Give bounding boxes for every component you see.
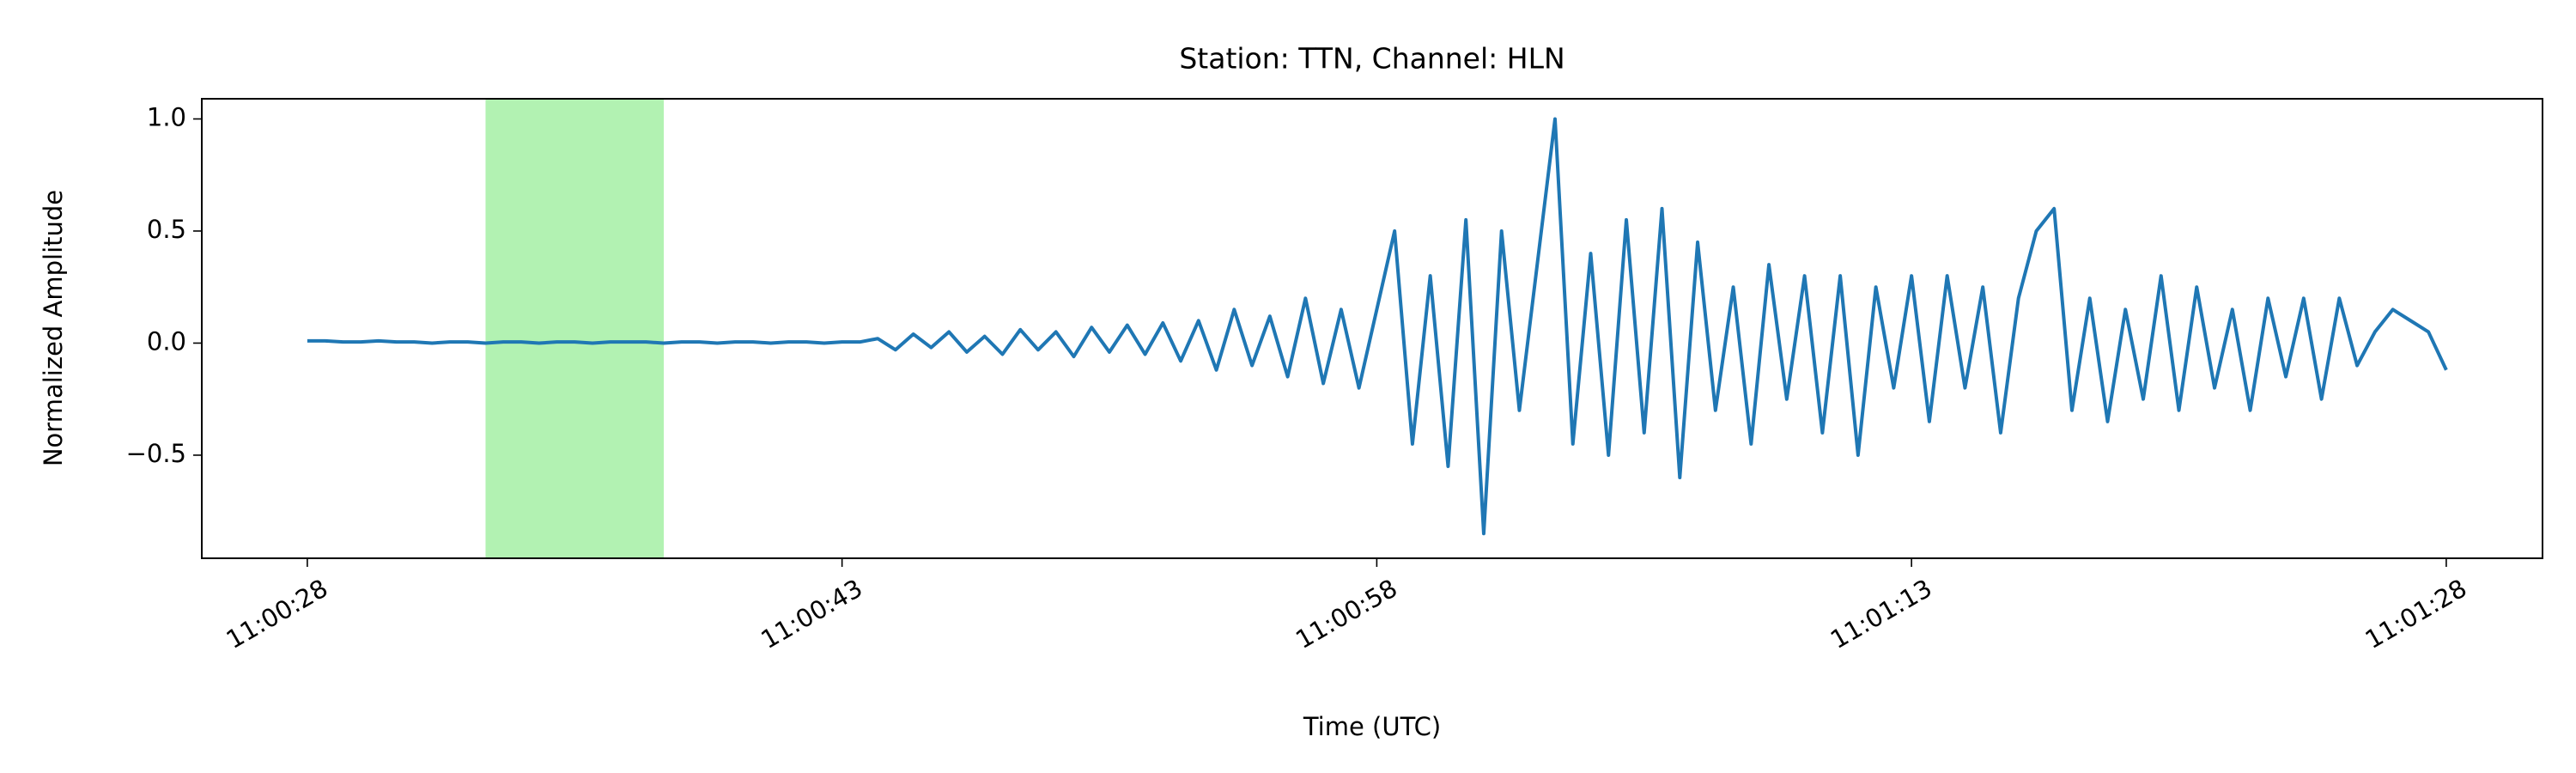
highlight-span bbox=[485, 99, 665, 558]
waveform-line bbox=[307, 117, 2448, 536]
y-axis-label: Normalized Amplitude bbox=[39, 190, 68, 466]
x-axis-label: Time (UTC) bbox=[1303, 712, 1441, 741]
y-tick-label: 0.5 bbox=[147, 215, 186, 244]
x-tick-label: 11:01:13 bbox=[1826, 574, 1937, 655]
y-tick-label: 1.0 bbox=[147, 102, 186, 131]
x-tick-label: 11:00:58 bbox=[1291, 574, 1402, 655]
plot-frame bbox=[201, 98, 2543, 559]
x-tick-label: 11:00:28 bbox=[222, 574, 333, 655]
x-tick-label: 11:01:28 bbox=[2360, 574, 2472, 655]
y-tick-label: −0.5 bbox=[126, 439, 186, 468]
x-tick-label: 11:00:43 bbox=[756, 574, 867, 655]
chart-title: Station: TTN, Channel: HLN bbox=[1179, 42, 1564, 76]
y-tick-label: 0.0 bbox=[147, 326, 186, 356]
